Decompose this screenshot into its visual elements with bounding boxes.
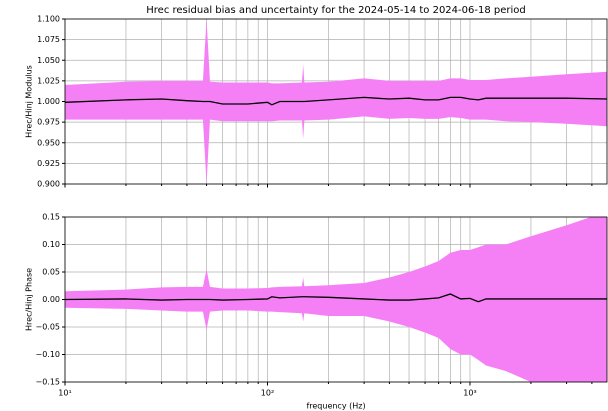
x-tick-label: 10² xyxy=(261,389,274,398)
y-tick-label: 1.100 xyxy=(37,15,60,24)
y-tick-label: −0.10 xyxy=(35,350,60,359)
y-tick-label: 0.950 xyxy=(37,138,60,147)
x-tick-label: 10¹ xyxy=(58,389,71,398)
y-tick-label: 1.000 xyxy=(37,97,60,106)
bias-line xyxy=(65,96,607,106)
chart-title: Hrec residual bias and uncertainty for t… xyxy=(146,5,525,16)
y-tick-label: 0.900 xyxy=(37,180,60,189)
y-tick-label: 0.15 xyxy=(42,213,60,222)
y-tick-label: 0.10 xyxy=(42,240,60,249)
y-tick-label: 0.00 xyxy=(42,295,60,304)
y-tick-label: −0.05 xyxy=(35,323,60,332)
y-tick-label: 0.925 xyxy=(37,159,60,168)
y-axis-label: Hrec/Hinj Phase xyxy=(25,268,34,331)
y-tick-label: 0.975 xyxy=(37,118,60,127)
y-tick-label: 1.075 xyxy=(37,35,60,44)
bias-line xyxy=(65,293,607,303)
y-axis-label: Hrec/Hinj Modulus xyxy=(25,65,34,138)
uncertainty-band xyxy=(65,19,607,184)
uncertainty-band xyxy=(65,217,607,382)
y-tick-label: 1.050 xyxy=(37,56,60,65)
y-tick-label: 1.025 xyxy=(37,76,60,85)
y-tick-label: −0.15 xyxy=(35,378,60,387)
y-tick-label: 0.05 xyxy=(42,268,60,277)
x-tick-label: 10³ xyxy=(463,389,476,398)
x-axis-label: frequency (Hz) xyxy=(306,402,365,411)
